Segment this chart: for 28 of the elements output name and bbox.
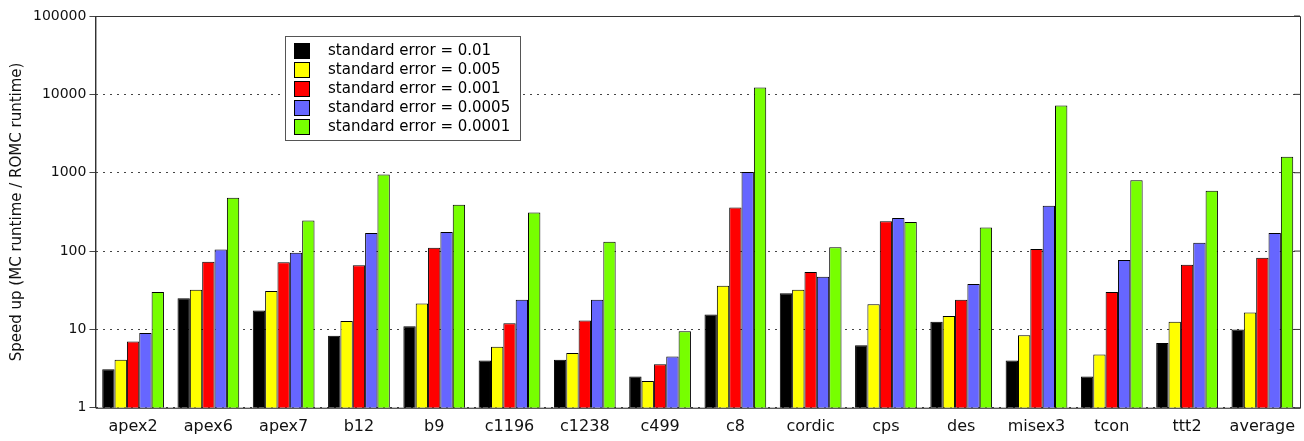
y-tick-label: 10 xyxy=(68,320,87,337)
x-tick-label: cps xyxy=(872,415,900,435)
legend-label: standard error = 0.0005 xyxy=(328,98,511,117)
x-tick-label: cordic xyxy=(786,415,835,435)
x-tick-label: tcon xyxy=(1094,415,1130,435)
x-tick-label: misex3 xyxy=(1007,415,1066,435)
x-tick-label: c1196 xyxy=(484,415,535,435)
y-axis-title: Speed up (MC runtime / ROMC runtime) xyxy=(6,62,25,362)
x-tick-label: b9 xyxy=(424,415,445,435)
x-tick-label: c499 xyxy=(640,415,680,435)
legend-label: standard error = 0.0001 xyxy=(328,117,511,136)
y-tick-label: 100000 xyxy=(32,6,87,23)
x-tick-label: b12 xyxy=(343,415,375,435)
y-tick-label: 10000 xyxy=(41,85,87,101)
x-tick-label: des xyxy=(947,415,976,435)
y-tick-label: 100 xyxy=(59,241,87,258)
x-tick-label: apex6 xyxy=(183,415,233,435)
legend-label: standard error = 0.005 xyxy=(328,60,501,79)
legend-label: standard error = 0.001 xyxy=(328,79,501,98)
x-tick-label: average xyxy=(1229,415,1296,435)
x-tick-label: apex7 xyxy=(259,415,309,435)
legend-label: standard error = 0.01 xyxy=(328,41,492,60)
y-tick-label: 1000 xyxy=(50,163,87,180)
y-tick-label: 1 xyxy=(77,398,87,415)
x-tick-label: ttt2 xyxy=(1172,415,1202,435)
x-tick-label: c8 xyxy=(725,415,745,435)
x-tick-label: apex2 xyxy=(108,415,158,435)
x-tick-label: c1238 xyxy=(560,415,610,435)
